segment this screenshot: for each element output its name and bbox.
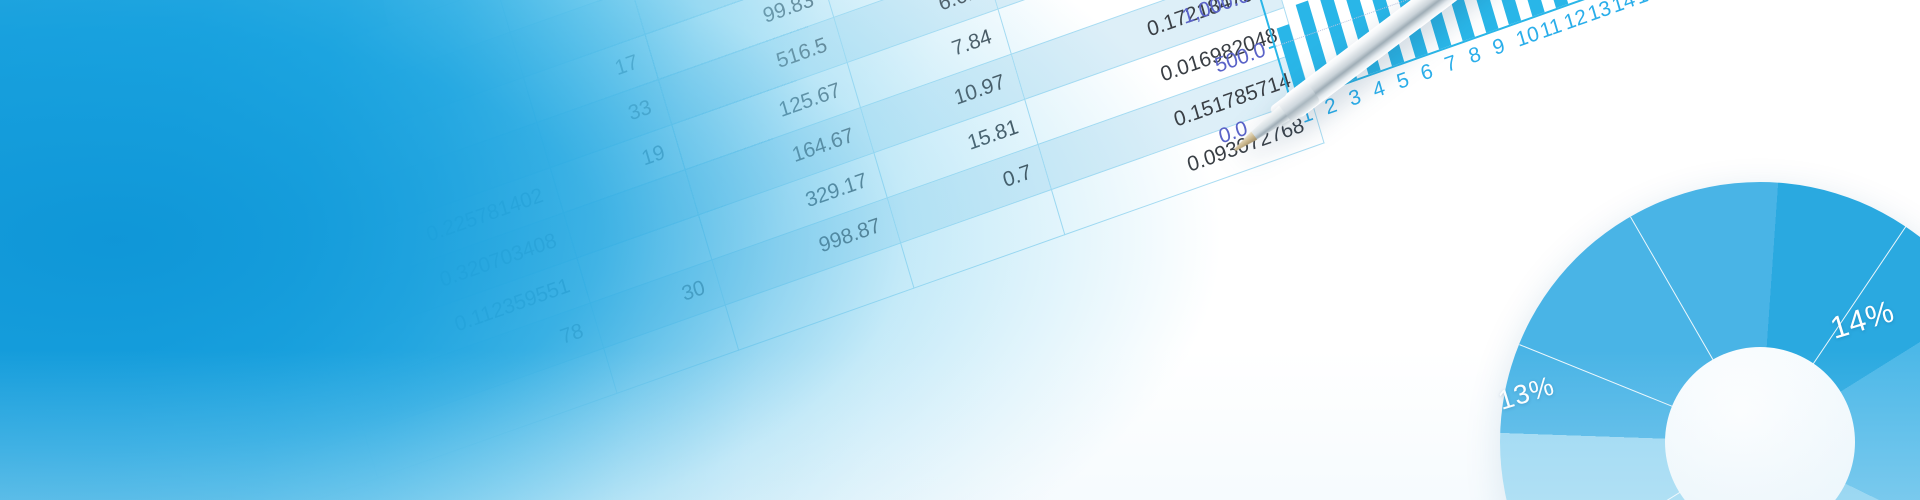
chart-x-tick-label: 12	[1561, 4, 1590, 35]
chart-x-tick-label: 8	[1466, 42, 1484, 69]
chart-x-tick-label: 4	[1370, 76, 1388, 103]
pie-center-hole	[1665, 347, 1855, 500]
pie-label-14-percent: 14%	[1826, 293, 1899, 346]
chart-y-tick-label: 500.0	[1212, 38, 1269, 79]
chart-x-tick-label: 7	[1442, 50, 1460, 77]
chart-x-tick-label: 6	[1418, 59, 1436, 86]
chart-y-tick-label: 1,000.0	[1179, 0, 1253, 29]
chart-x-tick-label: 9	[1489, 33, 1508, 60]
chart-x-tick-label: 5	[1394, 67, 1412, 94]
pen-tip	[1232, 132, 1257, 154]
chart-x-tick-label: 10	[1513, 21, 1542, 52]
